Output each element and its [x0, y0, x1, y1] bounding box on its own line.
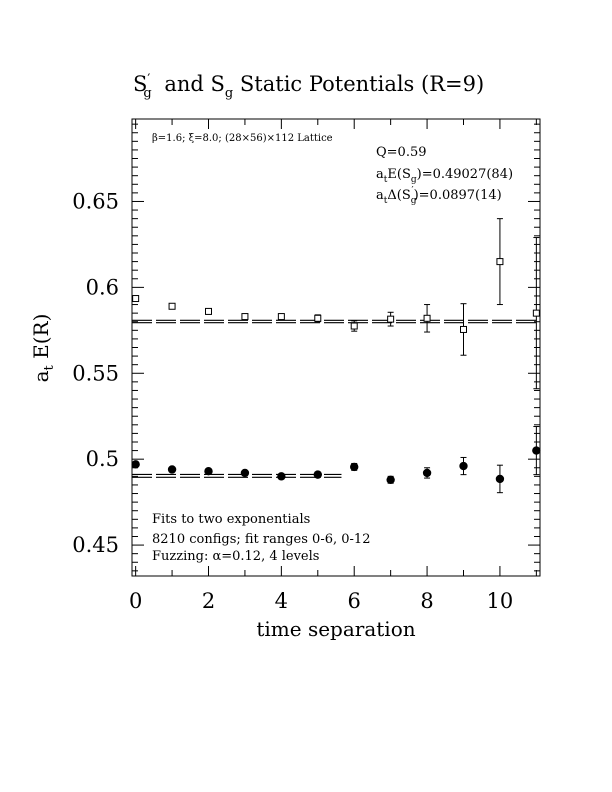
- x-tick-label: 10: [487, 589, 514, 613]
- data-point-circle: [459, 461, 468, 471]
- x-tick-labels: 0 2 4 6 8 10: [129, 589, 513, 613]
- title-s-prime: S: [133, 72, 147, 96]
- data-point-circle: [386, 475, 395, 484]
- x-axis-label: time separation: [256, 617, 415, 641]
- data-point-square: [350, 322, 358, 330]
- data-point-square: [168, 302, 176, 310]
- data-point-circle: [277, 472, 286, 481]
- data-point-circle: [422, 468, 432, 478]
- y-tick-label: 0.5: [86, 447, 119, 471]
- title-rest: Static Potentials (R=9): [233, 72, 484, 96]
- y-tick-label: 0.65: [72, 189, 119, 213]
- fit-configs: 8210 configs; fit ranges 0-6, 0-12: [152, 532, 370, 547]
- x-tick-label: 8: [420, 589, 433, 613]
- fit-bands: [132, 319, 540, 478]
- data-point-square: [532, 309, 540, 317]
- fit-energy: atE(Sg)=0.49027(84): [376, 167, 513, 185]
- data-point-square: [496, 258, 504, 266]
- fit-gap: atΔ(Sg′)=0.0897(14): [376, 186, 502, 206]
- data-point-circle: [313, 470, 322, 479]
- data-point-circle: [532, 446, 541, 455]
- data-point-circle: [350, 462, 359, 472]
- y-tick-labels: 0.45 0.5 0.55 0.6 0.65: [72, 189, 119, 557]
- title-s-sub: g: [225, 86, 233, 101]
- y-axis-label: at E(R): [29, 314, 57, 383]
- chart-title: S′ g and Sg Static Potentials (R=9): [133, 72, 484, 101]
- data-point-circle: [204, 466, 213, 476]
- tick-marks: [132, 119, 540, 576]
- data-point-circle: [495, 474, 505, 484]
- lattice-info: β=1.6; ξ=8.0; (28×56)×112 Lattice: [152, 133, 333, 144]
- data-point-square: [241, 313, 249, 321]
- data-point-circle: [240, 468, 250, 478]
- fit-q-value: Q=0.59: [376, 145, 427, 160]
- x-tick-label: 4: [275, 589, 288, 613]
- data-point-square: [205, 307, 212, 315]
- fit-method: Fits to two exponentials: [152, 512, 310, 527]
- y-tick-label: 0.6: [86, 275, 119, 299]
- data-point-square: [277, 313, 285, 321]
- x-tick-label: 2: [202, 589, 215, 613]
- data-point-square: [314, 314, 322, 322]
- y-tick-label: 0.45: [72, 533, 119, 557]
- y-tick-label: 0.55: [72, 361, 119, 385]
- data-point-square: [423, 314, 431, 322]
- data-point-square: [460, 325, 467, 333]
- title-s-prime-sub: g: [143, 86, 151, 101]
- x-tick-label: 0: [129, 589, 142, 613]
- title-prime-mark: ′: [147, 72, 150, 87]
- data-point-circle: [167, 465, 177, 474]
- fit-fuzzing: Fuzzing: α=0.12, 4 levels: [152, 549, 319, 564]
- data-point-square: [132, 295, 140, 303]
- x-tick-label: 6: [348, 589, 361, 613]
- title-and-s: and S: [158, 72, 225, 96]
- data-marks: [131, 218, 541, 494]
- data-point-square: [387, 315, 395, 323]
- data-point-circle: [131, 460, 140, 469]
